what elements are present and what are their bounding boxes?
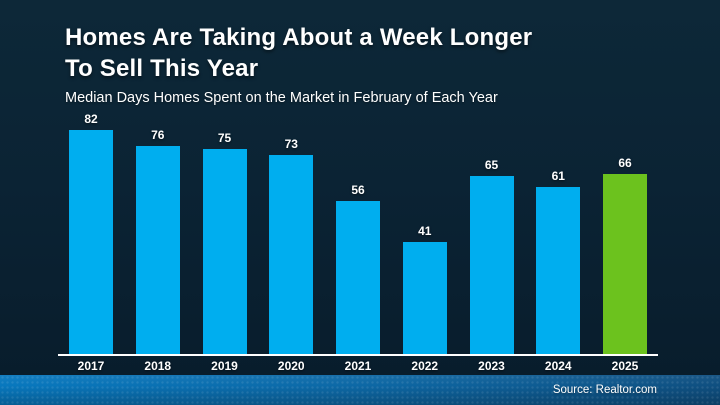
bar-column-2025: 66 — [603, 156, 647, 354]
page-title-line-2: To Sell This Year — [65, 55, 259, 82]
bar-column-2021: 56 — [336, 183, 380, 354]
x-tick-label: 2025 — [611, 359, 639, 373]
bar-value-label: 56 — [351, 183, 365, 197]
page-title-line-1: Homes Are Taking About a Week Longer — [65, 24, 533, 51]
x-tick-label: 2017 — [77, 359, 105, 373]
bar-value-label: 61 — [551, 169, 565, 183]
bar-value-label: 41 — [418, 224, 432, 238]
bar-value-label: 66 — [618, 156, 632, 170]
bar-column-2024: 61 — [536, 169, 581, 354]
x-tick-label: 2024 — [544, 359, 572, 373]
bar-value-label: 75 — [217, 131, 232, 145]
bar-column-2017: 82 — [69, 112, 113, 354]
x-axis-labels: 2017 2018 2019 2020 2021 2022 2023 2024 2025 — [58, 359, 658, 373]
x-tick-label: 2019 — [211, 359, 238, 373]
bars: 82 76 75 73 56 41 65 61 66 — [58, 110, 658, 354]
bar-2021 — [336, 201, 380, 354]
chart-subtitle: Median Days Homes Spent on the Market in… — [65, 90, 498, 106]
bar-2024 — [536, 187, 581, 354]
bar-value-label: 73 — [284, 137, 298, 151]
bar-2019 — [202, 149, 247, 354]
x-tick-label: 2021 — [344, 359, 372, 373]
bar-2020 — [269, 155, 314, 354]
footer-bar: Source: Realtor.com — [0, 375, 720, 405]
bar-column-2020: 73 — [269, 137, 314, 354]
source-text: Source: Realtor.com — [552, 384, 657, 396]
bar-column-2022: 41 — [402, 224, 447, 354]
bar-2022 — [402, 242, 447, 354]
bar-value-label: 76 — [151, 128, 165, 142]
bar-value-label: 82 — [84, 112, 98, 126]
x-tick-label: 2023 — [478, 359, 505, 373]
bar-value-label: 65 — [484, 158, 499, 172]
bar-2025 — [603, 174, 647, 354]
bar-2023 — [469, 176, 514, 354]
bar-chart: 82 76 75 73 56 41 65 61 66 — [58, 110, 658, 354]
bar-column-2018: 76 — [135, 128, 180, 354]
bar-column-2023: 65 — [469, 158, 514, 354]
x-tick-label: 2022 — [411, 359, 439, 373]
bar-2018 — [135, 146, 180, 354]
bar-column-2019: 75 — [202, 131, 247, 354]
x-axis-line — [58, 354, 658, 356]
x-tick-label: 2020 — [277, 359, 305, 373]
title-block: Homes Are Taking About a Week Longer To … — [65, 22, 532, 106]
bar-2017 — [69, 130, 113, 354]
x-tick-label: 2018 — [144, 359, 172, 373]
